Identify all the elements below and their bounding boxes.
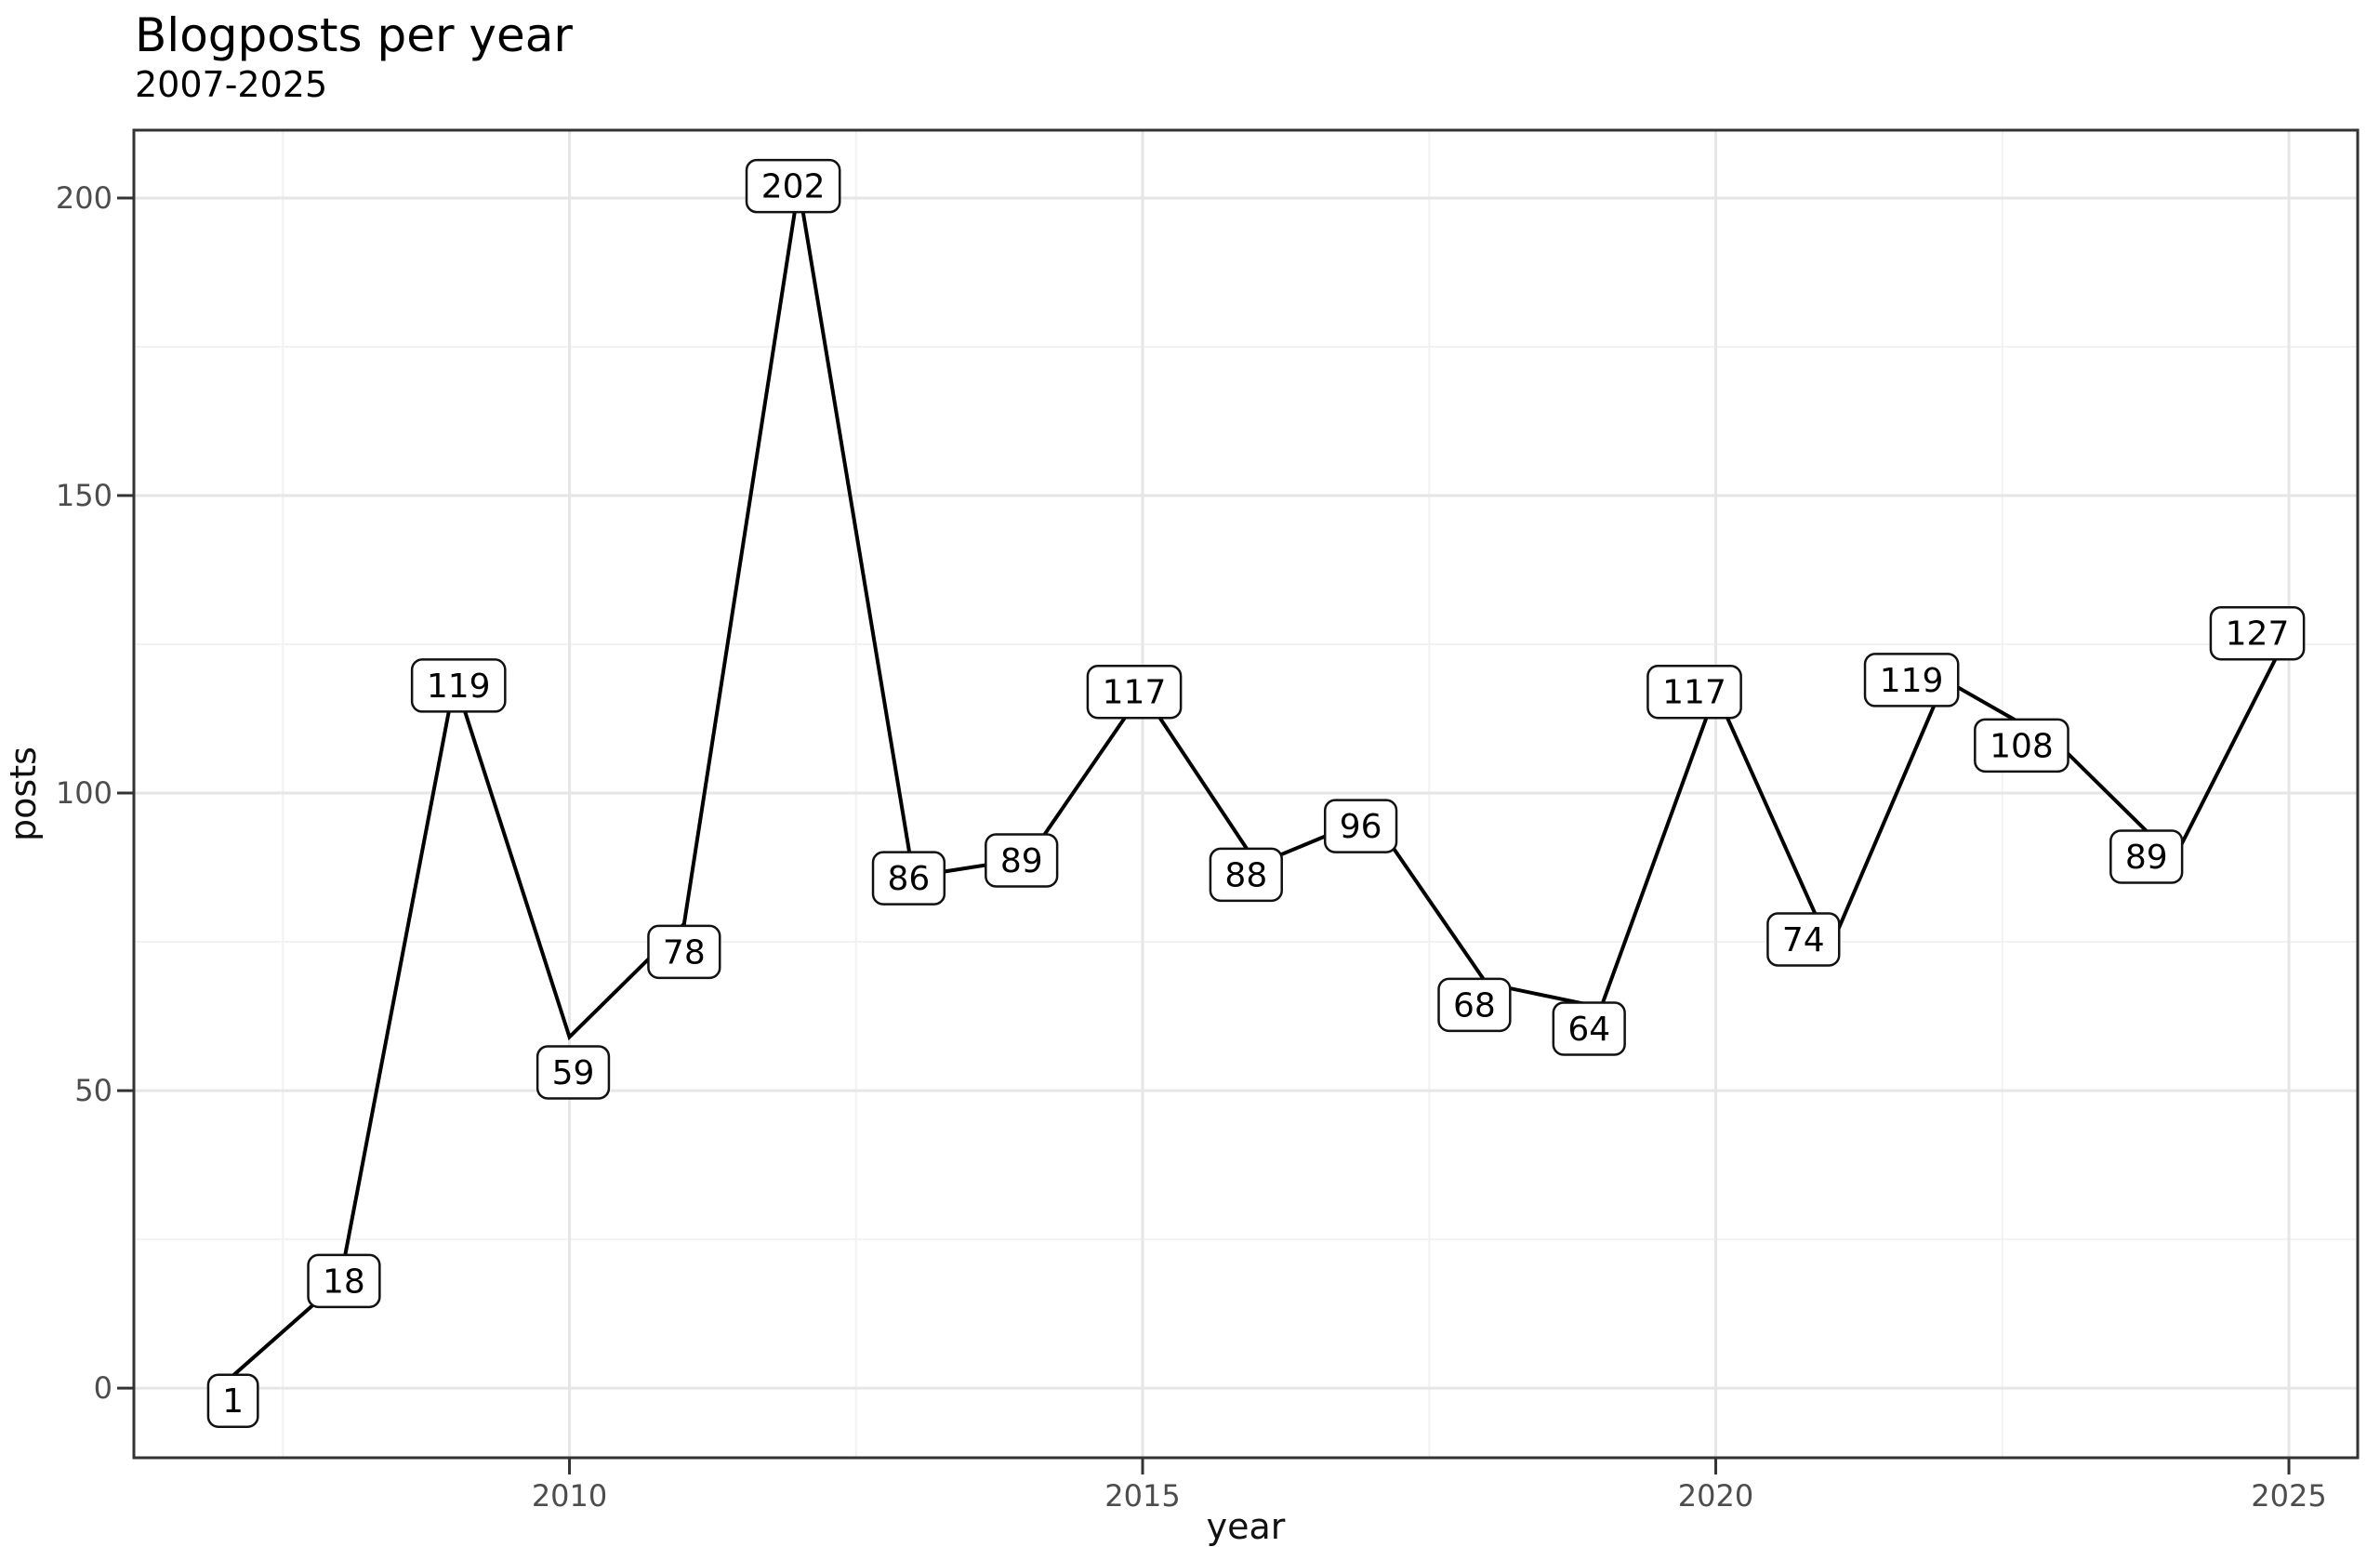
y-tick-label: 50 — [74, 1073, 112, 1108]
y-axis-title: posts — [3, 747, 44, 841]
x-tick-label: 2020 — [1678, 1478, 1753, 1514]
chart-title: Blogposts per year — [135, 8, 573, 62]
y-tick-label: 200 — [56, 180, 112, 216]
point-label: 64 — [1552, 1001, 1626, 1056]
point-label: 119 — [1863, 653, 1960, 707]
point-label-box — [1974, 718, 2069, 774]
point-label: 117 — [1086, 664, 1183, 720]
point-label-value: 74 — [1782, 921, 1825, 959]
posts-line — [224, 185, 2291, 1384]
point-label: 127 — [2209, 605, 2306, 661]
y-tick-label: 150 — [56, 478, 112, 513]
point-label-value: 127 — [2226, 615, 2290, 654]
point-label-box — [871, 851, 946, 906]
point-label-value: 68 — [1453, 986, 1496, 1025]
point-label: 117 — [1646, 664, 1742, 720]
grid-layer — [134, 130, 2358, 1458]
point-label: 18 — [307, 1253, 381, 1309]
point-label-box — [985, 833, 1059, 888]
chart-subtitle: 2007-2025 — [135, 64, 327, 105]
point-label-box — [2209, 605, 2306, 661]
point-label-box — [1086, 664, 1183, 720]
point-label-value: 64 — [1567, 1011, 1610, 1049]
point-label: 202 — [745, 158, 841, 214]
x-tick-label: 2015 — [1104, 1478, 1180, 1514]
point-label-box — [745, 158, 841, 214]
point-label-box — [1766, 912, 1841, 967]
point-label-box — [410, 658, 507, 713]
point-label-value: 117 — [1662, 674, 1726, 712]
point-label-value: 89 — [2125, 839, 2168, 877]
point-label-value: 59 — [552, 1054, 595, 1092]
point-label-box — [307, 1253, 381, 1309]
point-label-box — [1552, 1001, 1626, 1056]
x-tick-label: 2025 — [2251, 1478, 2326, 1514]
point-label: 108 — [1974, 718, 2069, 774]
point-label-box — [1437, 977, 1512, 1033]
point-label-value: 96 — [1340, 808, 1382, 846]
point-label: 88 — [1209, 847, 1283, 903]
point-label: 59 — [536, 1045, 611, 1100]
point-label-value: 89 — [1000, 842, 1043, 880]
point-label-box — [647, 924, 721, 980]
point-label-box — [206, 1373, 259, 1428]
point-label-box — [536, 1045, 611, 1100]
y-tick-label: 0 — [94, 1370, 112, 1406]
point-label-value: 117 — [1103, 674, 1167, 712]
series-layer — [224, 185, 2291, 1384]
axis-layer: 2010 2015 2020 2025 0 50 100 150 200 — [56, 180, 2327, 1514]
point-label: 74 — [1766, 912, 1841, 967]
point-label-value: 202 — [761, 168, 826, 206]
point-label-value: 18 — [323, 1263, 365, 1301]
point-label-box — [1323, 799, 1398, 853]
point-label: 96 — [1323, 799, 1398, 853]
point-label-layer: 1 18 119 59 78 202 86 89 117 88 96 68 64 117 74 119 108 8… — [206, 158, 2306, 1428]
point-label-box — [1209, 847, 1283, 903]
point-label: 78 — [647, 924, 721, 980]
point-label-value: 1 — [222, 1382, 244, 1421]
point-label-box — [1646, 664, 1742, 720]
point-label-value: 88 — [1224, 856, 1267, 894]
point-label: 119 — [410, 658, 507, 713]
point-label-value: 119 — [427, 668, 491, 706]
point-label-value: 78 — [663, 933, 706, 972]
x-tick-label: 2010 — [532, 1478, 607, 1514]
point-label: 89 — [2109, 829, 2184, 884]
point-label: 68 — [1437, 977, 1512, 1033]
point-label: 1 — [206, 1373, 259, 1428]
point-label: 89 — [985, 833, 1059, 888]
point-label-box — [2109, 829, 2184, 884]
y-tick-label: 100 — [56, 775, 112, 811]
point-label-value: 119 — [1880, 662, 1944, 700]
point-label-value: 108 — [1990, 727, 2054, 765]
point-label-value: 86 — [888, 860, 931, 898]
point-label: 86 — [871, 851, 946, 906]
point-label-box — [1863, 653, 1960, 707]
x-axis-title: year — [1207, 1506, 1286, 1547]
